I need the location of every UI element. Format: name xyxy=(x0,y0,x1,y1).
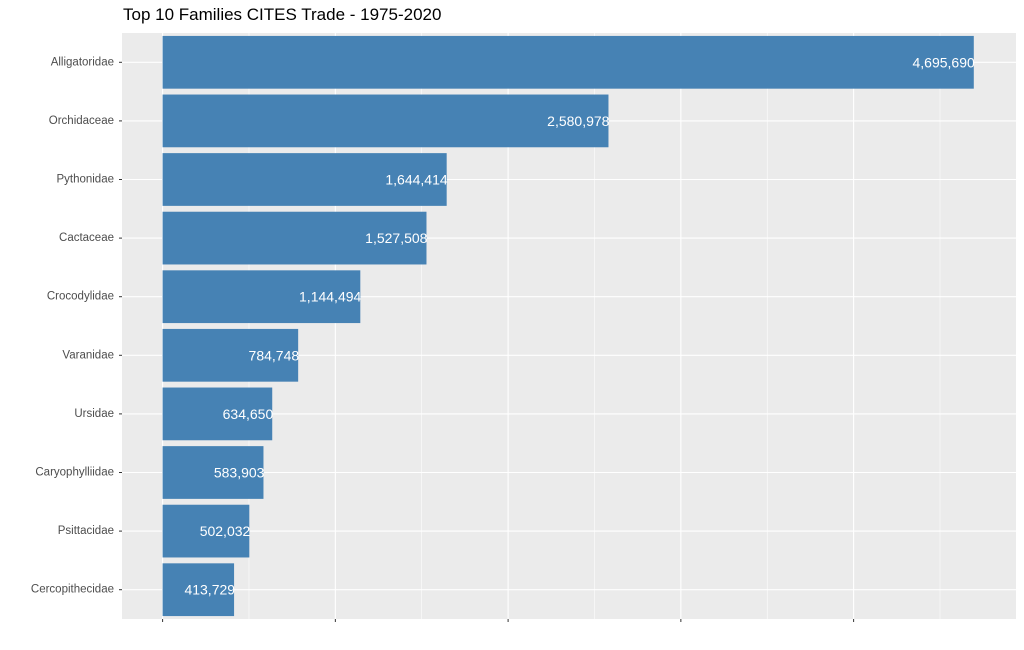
category-label: Caryophylliidae xyxy=(35,467,114,479)
category-label: Orchidaceae xyxy=(49,115,114,127)
data-label: 4,695,690 xyxy=(912,54,974,70)
bar xyxy=(162,153,447,206)
bar xyxy=(162,387,273,441)
data-label: 502,032 xyxy=(200,523,251,539)
data-label: 1,644,414 xyxy=(385,172,447,188)
category-label: Ursidae xyxy=(74,408,114,420)
bar xyxy=(162,270,361,324)
data-label: 583,903 xyxy=(214,465,265,481)
chart-title: Top 10 Families CITES Trade - 1975-2020 xyxy=(123,5,442,24)
bars xyxy=(162,35,974,617)
data-label: 1,144,494 xyxy=(299,289,361,305)
data-label: 413,729 xyxy=(184,582,235,598)
category-label: Pythonidae xyxy=(56,174,114,186)
bar xyxy=(162,446,264,499)
category-label: Alligatoridae xyxy=(51,56,114,68)
bar xyxy=(162,328,299,382)
bar xyxy=(162,211,427,265)
bar xyxy=(162,35,974,89)
data-label: 784,748 xyxy=(249,347,300,363)
category-label: Crocodylidae xyxy=(47,291,114,303)
value-labels: 4,695,690 2,580,978 1,644,414 1,527,508 1,14… xyxy=(184,54,975,597)
bar xyxy=(162,504,250,558)
category-label: Varanidae xyxy=(62,349,114,361)
data-label: 1,527,508 xyxy=(365,230,427,246)
category-labels: Alligatoridae Orchidaceae Pythonidae Cactac… xyxy=(31,56,114,595)
bar xyxy=(162,94,609,148)
category-label: Cercopithecidae xyxy=(31,584,114,596)
category-label: Psittacidae xyxy=(58,525,114,537)
bar xyxy=(162,563,235,617)
major-gridlines xyxy=(122,33,1016,619)
data-label: 634,650 xyxy=(223,406,274,422)
axis-ticks xyxy=(119,61,855,622)
category-label: Cactaceae xyxy=(59,232,114,244)
data-label: 2,580,978 xyxy=(547,113,609,129)
